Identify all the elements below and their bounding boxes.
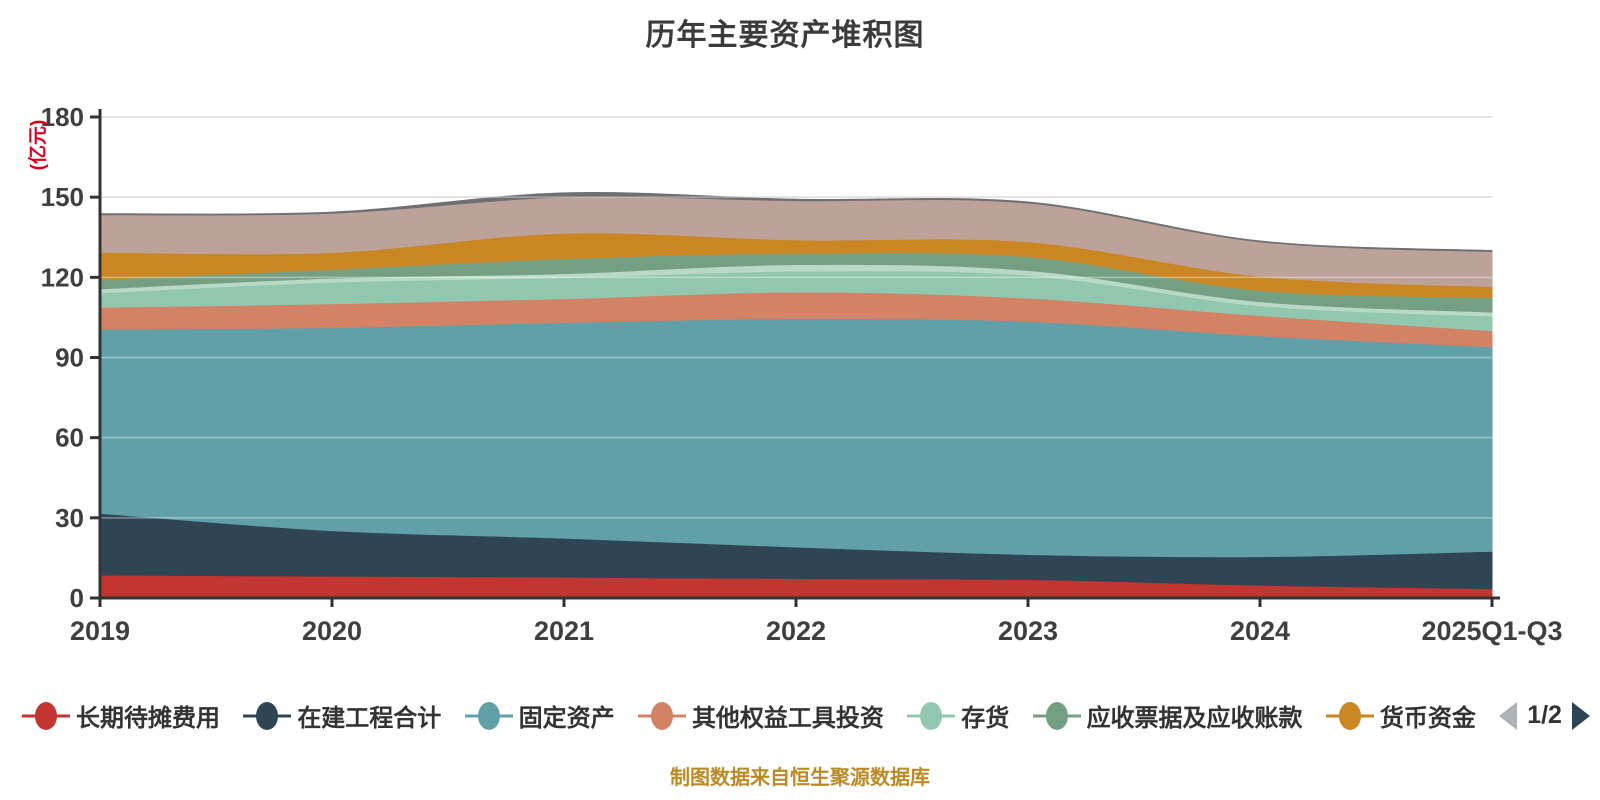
legend: 长期待摊费用 在建工程合计 固定资产 其他权益工具投资 存货 应收票据及应收账款 货币资金 … xyxy=(22,698,1590,733)
legend-pager: 1/2 xyxy=(1499,701,1590,730)
legend-label: 应收票据及应收账款 xyxy=(1086,705,1303,732)
legend-label: 在建工程合计 xyxy=(297,705,442,732)
legend-item-其他权益工具投资[interactable]: 其他权益工具投资 xyxy=(637,698,884,733)
x-tick-label-2024: 2024 xyxy=(1230,616,1290,646)
legend-marker-icon xyxy=(464,701,513,730)
data-source-note: 制图数据来自恒生聚源数据库 xyxy=(670,767,930,789)
x-tick-label-2022: 2022 xyxy=(766,616,826,646)
x-tick-label-2020: 2020 xyxy=(302,616,362,646)
legend-label: 货币资金 xyxy=(1379,705,1476,732)
legend-prev-page-icon[interactable] xyxy=(1499,701,1518,730)
legend-label: 固定资产 xyxy=(518,705,615,732)
legend-marker-icon xyxy=(907,701,956,730)
legend-label: 长期待摊费用 xyxy=(76,705,220,732)
x-tick-label-2025Q1-Q3: 2025Q1-Q3 xyxy=(1421,616,1562,646)
area-series-unlabeled-9 xyxy=(99,191,1493,253)
legend-page-indicator: 1/2 xyxy=(1527,701,1562,729)
legend-item-固定资产[interactable]: 固定资产 xyxy=(464,698,615,733)
y-tick-label-150: 150 xyxy=(41,182,84,212)
legend-marker-icon xyxy=(1032,701,1081,730)
y-tick-label-60: 60 xyxy=(55,423,84,453)
y-tick-label-90: 90 xyxy=(55,343,84,373)
x-tick-label-2023: 2023 xyxy=(998,616,1058,646)
y-tick-label-0: 0 xyxy=(70,583,84,613)
legend-marker-icon xyxy=(1325,701,1374,730)
legend-item-长期待摊费用[interactable]: 长期待摊费用 xyxy=(22,698,220,733)
legend-marker-icon xyxy=(243,701,292,730)
stacked-area-chart: 0 30 60 90 120 150 180(亿元) 2019 2020 2021 2022 2023… xyxy=(26,102,1563,646)
legend-marker-icon xyxy=(22,701,70,730)
x-tick-label-2019: 2019 xyxy=(70,616,130,646)
legend-item-存货[interactable]: 存货 xyxy=(907,698,1009,733)
legend-item-货币资金[interactable]: 货币资金 xyxy=(1325,698,1476,733)
y-tick-label-30: 30 xyxy=(55,503,84,533)
legend-next-page-icon[interactable] xyxy=(1571,701,1590,730)
legend-item-应收票据及应收账款[interactable]: 应收票据及应收账款 xyxy=(1032,698,1303,733)
legend-marker-icon xyxy=(637,701,686,730)
y-tick-label-120: 120 xyxy=(41,262,84,292)
y-axis-unit-label: (亿元) xyxy=(26,120,49,171)
legend-label: 存货 xyxy=(961,705,1010,732)
legend-item-在建工程合计[interactable]: 在建工程合计 xyxy=(243,698,441,733)
y-tick-label-180: 180 xyxy=(41,102,84,132)
chart-title: 历年主要资产堆积图 xyxy=(645,19,925,52)
legend-label: 其他权益工具投资 xyxy=(691,705,884,732)
x-tick-label-2021: 2021 xyxy=(534,616,594,646)
